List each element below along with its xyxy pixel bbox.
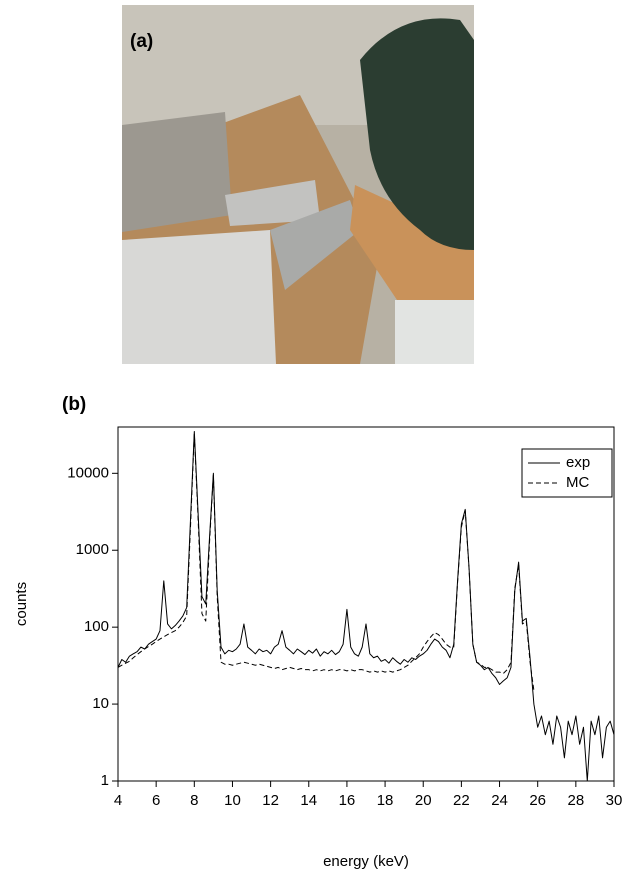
x-tick-label: 26 [529,792,546,809]
figure: (a) (b) energy (keV) counts 4 6 8 10 12 14 16 1… [0,0,625,878]
x-tick-label: 22 [453,792,470,809]
x-tick-label: 6 [152,792,160,809]
legend-label: exp [566,454,590,471]
photo-device [122,112,232,232]
y-tick-label: 1000 [76,541,109,558]
x-tick-label: 8 [190,792,198,809]
y-tick-label: 100 [84,618,109,635]
x-tick-label: 20 [415,792,432,809]
x-tick-label: 18 [377,792,394,809]
photo-plate [395,300,474,364]
x-tick-label: 4 [114,792,122,809]
page: (a) (b) energy (keV) counts 4 6 8 10 12 14 16 1… [0,0,625,878]
x-tick-label: 10 [224,792,241,809]
panel-label: (b) [62,394,86,415]
photo-box [122,230,276,364]
x-tick-label: 30 [606,792,623,809]
x-tick-label: 16 [339,792,356,809]
y-axis-label: counts [13,582,30,626]
legend-label: MC [566,474,589,491]
y-tick-label: 10000 [67,464,109,481]
panel-label: (a) [130,31,153,52]
series-line [118,433,534,690]
x-tick-label: 24 [491,792,508,809]
x-tick-label: 28 [568,792,585,809]
photo: (a) [122,5,474,364]
x-tick-label: 14 [300,792,317,809]
y-tick-label: 1 [101,772,109,789]
x-axis-label: energy (keV) [323,853,409,870]
y-tick-label: 10 [92,695,109,712]
x-tick-label: 12 [262,792,279,809]
